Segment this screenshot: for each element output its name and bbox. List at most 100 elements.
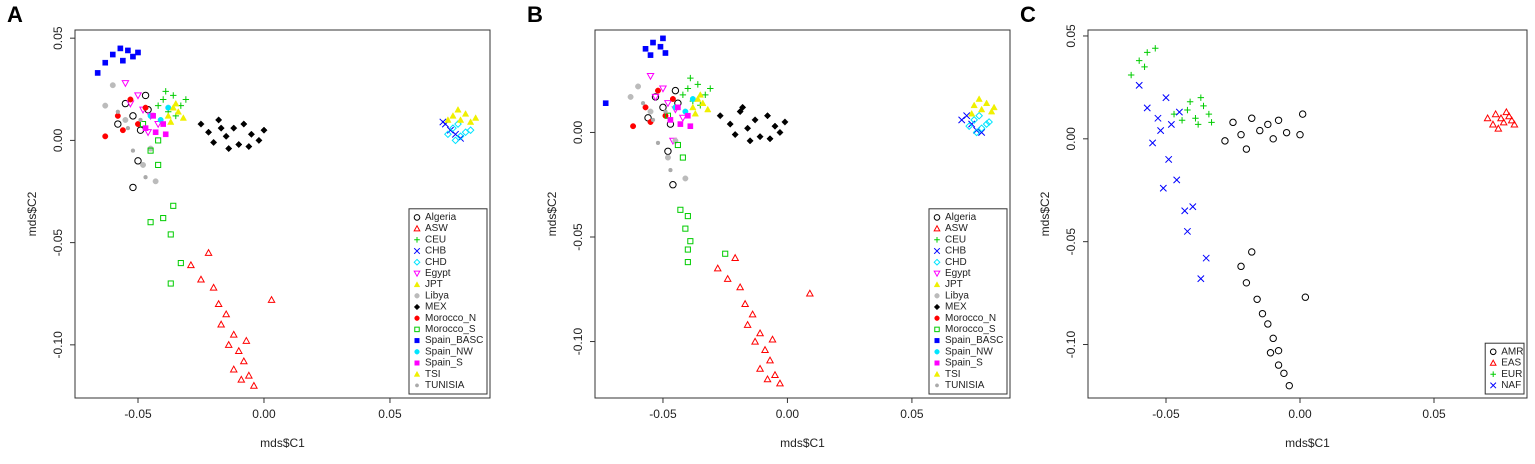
legend-box	[1484, 342, 1525, 395]
point	[1499, 118, 1508, 126]
point	[963, 112, 971, 120]
point	[685, 112, 691, 119]
point	[197, 120, 205, 128]
point	[159, 96, 167, 103]
legend-symbol	[933, 214, 941, 221]
point	[217, 124, 225, 132]
point	[965, 122, 974, 131]
point	[699, 99, 707, 106]
point	[647, 52, 654, 58]
point	[743, 320, 752, 328]
point	[454, 106, 462, 113]
point	[134, 157, 142, 165]
point	[1274, 116, 1283, 125]
legend-symbol	[934, 326, 940, 333]
point	[650, 117, 656, 123]
point	[244, 371, 253, 379]
point	[1135, 57, 1143, 64]
legend-symbol	[1490, 371, 1496, 377]
point	[741, 299, 750, 307]
legend-symbol	[1490, 382, 1497, 389]
point	[214, 299, 223, 308]
series	[965, 111, 993, 137]
point	[130, 148, 136, 153]
point	[1170, 110, 1178, 118]
point	[102, 59, 109, 66]
point	[456, 116, 465, 123]
point	[152, 129, 159, 136]
series	[968, 95, 998, 117]
series	[102, 96, 149, 140]
point	[1494, 124, 1503, 132]
point	[172, 99, 180, 107]
legend-label: Libya	[425, 290, 449, 301]
point	[975, 111, 984, 120]
series	[644, 86, 682, 189]
point	[242, 336, 251, 344]
point	[723, 274, 732, 282]
point	[247, 130, 255, 138]
point	[655, 87, 661, 94]
x-tick-label: 0.05	[378, 407, 402, 421]
point	[647, 108, 654, 115]
point	[120, 57, 126, 64]
series	[139, 120, 184, 287]
legend-symbol	[934, 338, 940, 344]
series	[444, 120, 475, 145]
point	[147, 147, 154, 154]
point	[164, 112, 172, 119]
point	[756, 328, 765, 337]
point	[1237, 262, 1245, 271]
series	[640, 101, 673, 173]
legend-label: CEU	[945, 234, 966, 245]
point	[968, 109, 976, 117]
point	[155, 137, 162, 144]
point	[751, 337, 760, 345]
point	[662, 50, 669, 56]
legend-symbol	[415, 383, 419, 388]
legend-label: Spain_BASC	[425, 335, 483, 346]
point	[1208, 119, 1215, 126]
point	[1491, 109, 1500, 118]
point	[642, 46, 649, 52]
point	[154, 102, 162, 109]
point	[1269, 334, 1277, 343]
point	[675, 104, 681, 111]
legend-label: AMR	[1501, 346, 1523, 357]
point	[756, 133, 764, 141]
point	[119, 127, 126, 134]
legend-symbol	[414, 293, 420, 299]
plot-frame	[1087, 29, 1528, 399]
legend-label: ASW	[945, 223, 968, 234]
point	[152, 178, 159, 185]
point	[160, 121, 167, 127]
legend-label: Spain_BASC	[945, 335, 1003, 346]
point	[1135, 81, 1143, 89]
point	[1488, 120, 1498, 128]
point	[682, 225, 689, 232]
point	[739, 103, 747, 111]
legend-symbol	[413, 270, 421, 278]
point	[1181, 207, 1189, 215]
point	[127, 96, 134, 103]
panel-label: B	[527, 2, 543, 27]
legend-label: Spain_NW	[945, 346, 993, 357]
y-tick-label: 0.00	[571, 120, 585, 144]
point	[768, 335, 777, 343]
x-tick-label: 0.00	[776, 407, 800, 421]
legend-label: NAF	[1501, 380, 1521, 391]
point	[1483, 114, 1492, 122]
series	[667, 104, 694, 129]
point	[182, 96, 190, 103]
point	[627, 93, 634, 100]
point	[977, 105, 986, 113]
point	[1296, 131, 1304, 139]
point	[1507, 116, 1516, 124]
legend-label: Spain_S	[425, 358, 463, 369]
point	[975, 95, 983, 102]
point	[1194, 121, 1202, 128]
point	[667, 117, 674, 123]
